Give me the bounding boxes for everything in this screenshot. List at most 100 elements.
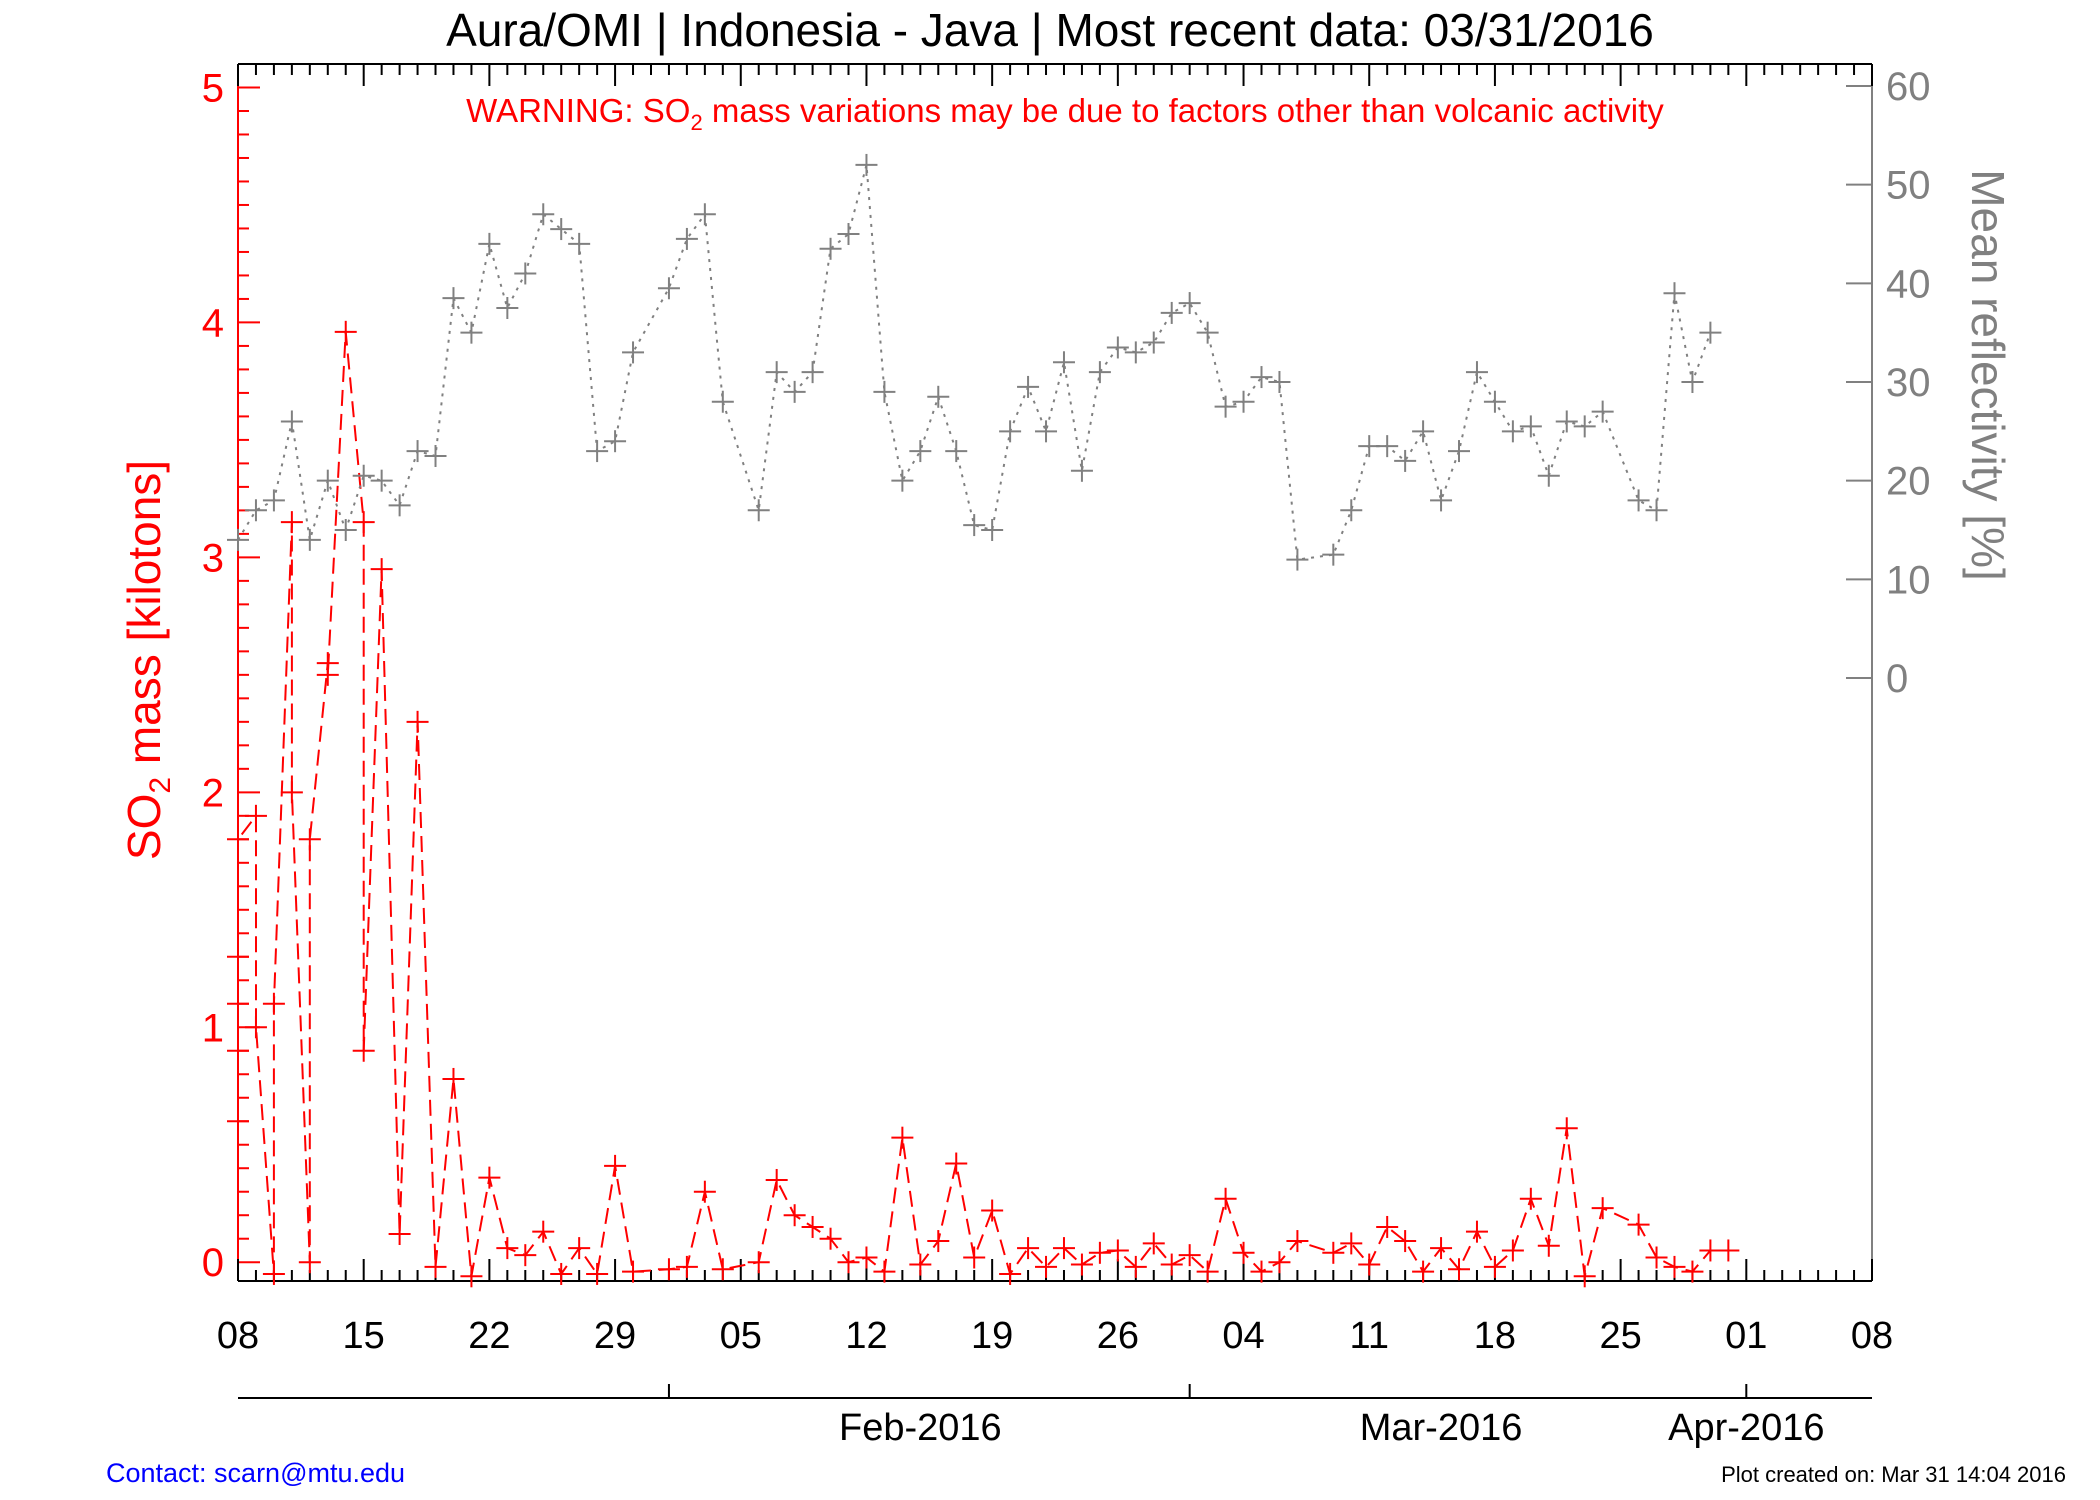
so2-point	[532, 1220, 555, 1243]
y-right-tick-label: 0	[1886, 657, 1908, 701]
so2-point	[1394, 1230, 1417, 1253]
so2-point	[1358, 1253, 1381, 1276]
so2-point	[1717, 1239, 1740, 1262]
reflectivity-point	[1232, 390, 1255, 413]
so2-point	[855, 1246, 878, 1269]
plot-created-text: Plot created on: Mar 31 14:04 2016	[1721, 1462, 2066, 1487]
so2-point	[909, 1253, 932, 1276]
reflectivity-point	[1591, 400, 1614, 423]
reflectivity-point	[1250, 366, 1273, 389]
warning-text: WARNING: SO2 mass variations may be due …	[466, 92, 1664, 135]
so2-point	[442, 1067, 465, 1090]
so2-point	[352, 511, 375, 534]
so2-line	[237, 331, 1729, 1277]
so2-point	[711, 1258, 734, 1281]
so2-point	[388, 1223, 411, 1246]
reflectivity-point	[1286, 548, 1309, 571]
reflectivity-point	[1699, 321, 1722, 344]
so2-point	[1268, 1251, 1291, 1274]
y-right-tick-label: 20	[1886, 460, 1931, 504]
so2-point	[1591, 1197, 1614, 1220]
so2-point	[927, 1230, 950, 1253]
so2-point	[1124, 1255, 1147, 1278]
so2-point	[568, 1237, 591, 1260]
so2-point	[999, 1262, 1022, 1285]
so2-point	[693, 1180, 716, 1203]
reflectivity-point	[837, 223, 860, 245]
reflectivity-point	[1412, 420, 1435, 443]
reflectivity-point	[298, 528, 321, 551]
ylabel-left-prefix: SO	[118, 794, 170, 860]
so2-point	[298, 828, 321, 851]
chart-title: Aura/OMI | Indonesia - Java | Most recen…	[446, 4, 1654, 56]
reflectivity-point	[783, 380, 806, 403]
y-right-tick-label: 30	[1886, 361, 1931, 405]
reflectivity-point	[1196, 321, 1219, 344]
so2-point	[622, 1260, 645, 1283]
so2-point	[514, 1244, 537, 1267]
so2-point	[837, 1251, 860, 1274]
so2-point	[280, 781, 303, 804]
so2-point	[1017, 1237, 1040, 1260]
reflectivity-point	[1124, 341, 1147, 364]
so2-point	[1250, 1260, 1273, 1283]
x-tick-label: 18	[1474, 1315, 1516, 1357]
month-label: Apr-2016	[1668, 1407, 1824, 1449]
so2-point	[1376, 1215, 1399, 1238]
warning-suffix: mass variations may be due to factors ot…	[703, 92, 1665, 129]
y-left-tick-label: 4	[202, 301, 224, 345]
x-tick-label: 05	[720, 1315, 762, 1357]
reflectivity-point	[568, 232, 591, 255]
reflectivity-point	[1537, 464, 1560, 487]
x-tick-label: 04	[1222, 1315, 1264, 1357]
reflectivity-point	[1340, 499, 1363, 522]
warning-sub: 2	[690, 110, 702, 135]
so2-point	[1070, 1253, 1093, 1276]
reflectivity-point	[1214, 395, 1237, 418]
y-left-tick-label: 3	[202, 536, 224, 580]
so2-point	[262, 1262, 285, 1285]
x-tick-label: 11	[1350, 1315, 1389, 1357]
so2-point	[1663, 1255, 1686, 1278]
y-left-tick-label: 2	[202, 771, 224, 815]
reflectivity-point	[873, 380, 896, 403]
warning-prefix: WARNING: SO	[466, 92, 690, 129]
so2-point	[765, 1168, 788, 1191]
reflectivity-point	[334, 519, 357, 541]
x-tick-label: 25	[1599, 1315, 1641, 1357]
so2-point	[316, 663, 339, 686]
reflectivity-point	[927, 385, 950, 408]
reflectivity-point	[1573, 415, 1596, 438]
reflectivity-point	[244, 499, 267, 522]
reflectivity-point	[1430, 489, 1453, 512]
plot-frame	[237, 63, 1873, 1282]
reflectivity-point	[478, 232, 501, 255]
reflectivity-point	[657, 277, 680, 300]
contact-link[interactable]: Contact: scarn@mtu.edu	[106, 1458, 406, 1488]
so2-point	[1501, 1239, 1524, 1262]
reflectivity-point	[1160, 301, 1183, 324]
so2-point	[963, 1246, 986, 1269]
y-left-tick-label: 5	[202, 66, 224, 110]
y-right-tick-label: 10	[1886, 558, 1931, 602]
so2-point	[478, 1166, 501, 1189]
reflectivity-point	[1465, 361, 1488, 384]
so2-point	[801, 1215, 824, 1238]
reflectivity-point	[316, 469, 339, 492]
reflectivity-point	[586, 440, 609, 463]
reflectivity-point	[388, 494, 411, 517]
ylabel-left-sub: 2	[144, 777, 177, 794]
so2-point	[586, 1262, 609, 1285]
so2-point	[460, 1265, 483, 1288]
so2-point	[1322, 1241, 1345, 1264]
reflectivity-point	[1376, 435, 1399, 458]
x-tick-label: 22	[468, 1315, 510, 1357]
reflectivity-point	[1322, 543, 1345, 566]
so2-point	[1537, 1234, 1560, 1257]
x-tick-label: 19	[971, 1315, 1013, 1357]
reflectivity-point	[352, 464, 375, 487]
reflectivity-point	[496, 297, 519, 319]
so2-point	[244, 1016, 267, 1039]
x-tick-label: 29	[594, 1315, 636, 1357]
reflectivity-point	[693, 203, 716, 226]
